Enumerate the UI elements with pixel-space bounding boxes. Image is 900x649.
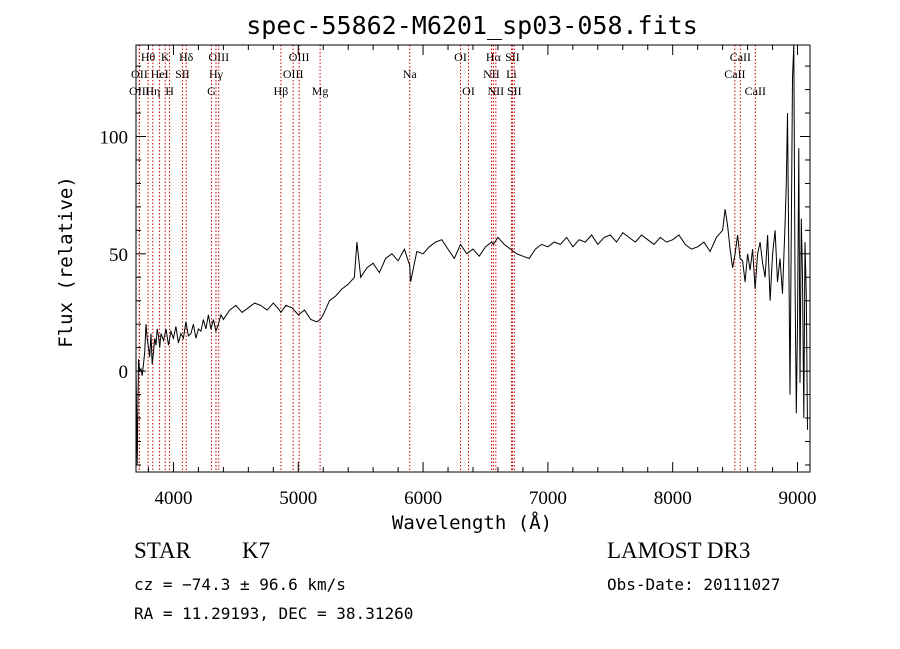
marker-label: Hθ xyxy=(141,50,156,64)
marker-label: H xyxy=(165,84,174,98)
spectrum-line xyxy=(135,44,808,466)
marker-label: HeI xyxy=(151,67,169,81)
object-class: STAR xyxy=(134,538,191,563)
marker-label: CaII xyxy=(724,67,745,81)
x-tick-label: 5000 xyxy=(279,488,317,509)
marker-label: G xyxy=(207,84,216,98)
marker-label: OIII xyxy=(289,50,310,64)
survey-name: LAMOST DR3 xyxy=(607,538,751,563)
observation-date: Obs-Date: 20111027 xyxy=(607,575,781,594)
marker-label: Hγ xyxy=(209,67,224,81)
x-tick-label: 8000 xyxy=(654,488,692,509)
object-subclass: K7 xyxy=(242,538,271,563)
coordinates: RA = 11.29193, DEC = 38.31260 xyxy=(134,604,414,623)
marker-label: Li xyxy=(506,67,517,81)
marker-label: Hα xyxy=(486,50,502,64)
y-axis-label: Flux (relative) xyxy=(55,176,77,348)
marker-label: Hβ xyxy=(274,84,289,98)
marker-label: OI xyxy=(462,84,475,98)
plot-frame xyxy=(135,44,811,473)
x-tick-label: 4000 xyxy=(154,488,192,509)
x-axis-label: Wavelength (Å) xyxy=(392,511,552,534)
marker-label: Mg xyxy=(312,84,329,98)
marker-label: Na xyxy=(403,67,418,81)
marker-label: OI xyxy=(454,50,467,64)
redshift-velocity: cz = −74.3 ± 96.6 km/s xyxy=(134,575,346,594)
marker-label: K xyxy=(161,50,170,64)
marker-label: SII xyxy=(175,67,190,81)
marker-label: CaII xyxy=(730,50,751,64)
x-tick-label: 6000 xyxy=(404,488,442,509)
axes: 4000 5000 6000 7000 8000 9000 0 50 100 xyxy=(100,44,817,509)
x-tick-label: 9000 xyxy=(779,488,817,509)
marker-label: OIII xyxy=(129,84,150,98)
marker-label: NII xyxy=(483,67,500,81)
x-tick-label: 7000 xyxy=(529,488,567,509)
marker-label: OIII xyxy=(208,50,229,64)
marker-label: Hδ xyxy=(179,50,194,64)
marker-label: NII xyxy=(488,84,505,98)
y-tick-label: 0 xyxy=(119,362,129,383)
marker-label: CaII xyxy=(745,84,766,98)
y-tick-label: 100 xyxy=(100,128,129,149)
marker-label: OIII xyxy=(283,67,304,81)
marker-label: SII xyxy=(507,84,522,98)
marker-label: Hη xyxy=(145,84,160,98)
y-tick-label: 50 xyxy=(109,245,128,266)
chart-title: spec-55862-M6201_sp03-058.fits xyxy=(246,11,698,40)
marker-label: SII xyxy=(505,50,520,64)
